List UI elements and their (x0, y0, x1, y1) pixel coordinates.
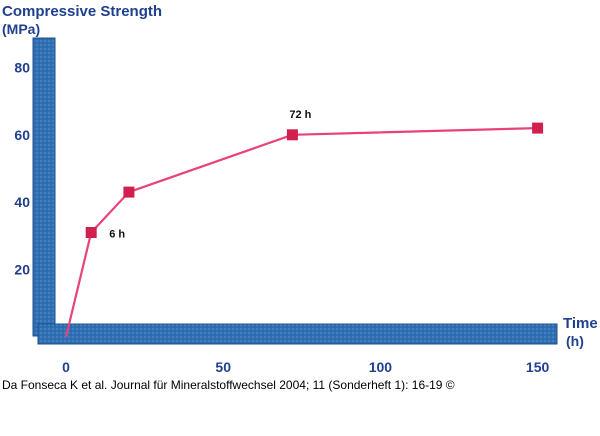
x-tick-label-50: 50 (215, 359, 231, 375)
y-tick-label-20: 20 (14, 262, 30, 278)
strength-line (64, 127, 538, 338)
y-axis-unit: (MPa) (2, 21, 40, 37)
y-tick-labels: 20 40 60 80 (14, 59, 30, 277)
y-tick-label-40: 40 (14, 194, 30, 210)
y-tick-label-60: 60 (14, 127, 30, 143)
y-axis-band (32, 37, 56, 337)
axis-bands (32, 37, 558, 345)
data-markers (85, 122, 544, 238)
data-point-8h (85, 227, 97, 238)
y-axis-title: Compressive Strength (2, 3, 162, 20)
source-credit: Da Fonseca K et al. Journal für Minerals… (2, 378, 455, 392)
data-point-150h (532, 122, 544, 134)
data-point-20h (123, 186, 135, 198)
x-tick-label-150: 150 (526, 359, 550, 375)
y-tick-label-80: 80 (14, 59, 30, 75)
x-axis-band (37, 323, 558, 345)
x-tick-label-100: 100 (369, 359, 393, 375)
x-axis-title: Time (563, 315, 598, 332)
data-point-72h (286, 129, 298, 141)
x-axis-unit: (h) (566, 333, 584, 349)
annotation-72h: 72 h (289, 109, 311, 121)
x-tick-label-0: 0 (62, 359, 70, 375)
annotation-6h: 6 h (109, 229, 125, 241)
x-tick-labels: 0 50 100 150 (62, 359, 549, 375)
